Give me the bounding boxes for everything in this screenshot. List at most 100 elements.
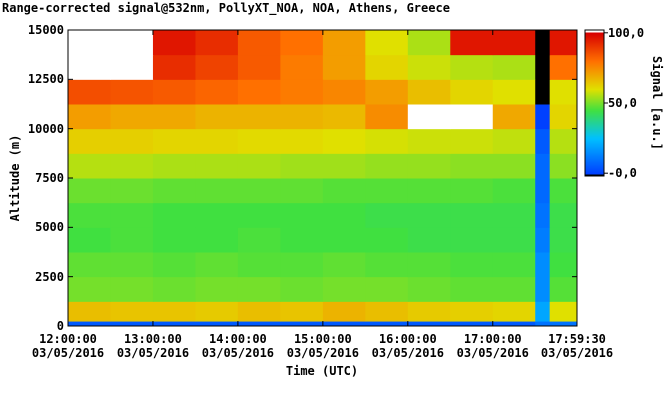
cell xyxy=(152,301,196,322)
cell xyxy=(237,54,281,80)
cell xyxy=(237,321,281,327)
cell xyxy=(110,128,154,154)
cell xyxy=(195,79,239,105)
cell xyxy=(535,276,551,302)
y-tick-label: 5000 xyxy=(35,220,64,235)
colorbar-swatch xyxy=(585,66,604,69)
x-tick-label: 14:00:00 03/05/2016 xyxy=(201,332,275,360)
x-tick-label: 12:00:00 03/05/2016 xyxy=(31,332,105,360)
colorbar-swatch xyxy=(585,158,604,161)
cell xyxy=(237,79,281,105)
colorbar-swatch xyxy=(585,162,604,165)
colorbar-swatch xyxy=(585,108,604,111)
cell xyxy=(535,252,551,278)
cell xyxy=(492,104,536,130)
cell xyxy=(280,153,324,179)
cell xyxy=(152,227,196,253)
cell xyxy=(68,30,111,56)
cell xyxy=(535,128,551,154)
cell xyxy=(549,128,578,154)
colorbar-swatch xyxy=(585,54,604,57)
cell xyxy=(68,321,111,327)
cell xyxy=(322,79,366,105)
cell xyxy=(195,153,239,179)
cell xyxy=(152,153,196,179)
colorbar-swatch xyxy=(585,126,604,129)
colorbar-swatch xyxy=(585,148,604,151)
cell xyxy=(549,301,578,322)
cell xyxy=(549,54,578,80)
cell xyxy=(237,276,281,302)
cell xyxy=(450,252,494,278)
colorbar-swatch xyxy=(585,56,604,59)
colorbar-swatch xyxy=(585,122,604,125)
colorbar-swatch xyxy=(585,136,604,139)
colorbar-swatch xyxy=(585,94,604,97)
colorbar-swatch xyxy=(585,168,604,171)
colorbar-swatch xyxy=(585,140,604,143)
colorbar-swatch xyxy=(585,100,604,103)
x-tick-label: 13:00:00 03/05/2016 xyxy=(116,332,190,360)
cell xyxy=(68,301,111,322)
cell xyxy=(535,301,551,322)
cell xyxy=(152,178,196,204)
cell xyxy=(492,276,536,302)
cell xyxy=(450,153,494,179)
colorbar-swatch xyxy=(585,92,604,95)
colorbar-swatch xyxy=(585,160,604,163)
cell xyxy=(110,227,154,253)
cell xyxy=(549,227,578,253)
cell xyxy=(280,227,324,253)
cell xyxy=(450,79,494,105)
cell xyxy=(407,321,451,327)
colorbar-swatch xyxy=(585,34,604,37)
colorbar-swatch xyxy=(585,50,604,53)
cell xyxy=(322,178,366,204)
cell xyxy=(322,54,366,80)
cell xyxy=(549,202,578,228)
cell xyxy=(280,178,324,204)
cell xyxy=(549,321,578,327)
cell xyxy=(407,202,451,228)
cell xyxy=(365,54,409,80)
colorbar-swatch xyxy=(585,40,604,43)
chart-title: Range-corrected signal@532nm, PollyXT_NO… xyxy=(2,1,450,15)
cell xyxy=(365,301,409,322)
colorbar-swatch xyxy=(585,48,604,51)
cell xyxy=(195,104,239,130)
cell xyxy=(407,104,451,130)
cell xyxy=(237,30,281,56)
cell xyxy=(280,104,324,130)
cell xyxy=(110,178,154,204)
cell xyxy=(68,153,111,179)
cell xyxy=(365,252,409,278)
cell xyxy=(195,252,239,278)
colorbar-swatch xyxy=(585,150,604,153)
cell xyxy=(237,252,281,278)
cell xyxy=(365,227,409,253)
cell xyxy=(237,301,281,322)
cell xyxy=(365,79,409,105)
y-tick-label: 7500 xyxy=(35,171,64,185)
cell xyxy=(549,30,578,56)
colorbar-swatch xyxy=(585,46,604,49)
cell xyxy=(535,153,551,179)
colorbar-swatch xyxy=(585,76,604,79)
cell xyxy=(322,202,366,228)
colorbar-swatch xyxy=(585,68,604,71)
cell xyxy=(280,321,324,327)
cell xyxy=(450,202,494,228)
cell xyxy=(365,202,409,228)
cell xyxy=(450,227,494,253)
cell xyxy=(492,321,536,327)
cell xyxy=(450,321,494,327)
cell xyxy=(68,54,111,80)
cell xyxy=(535,178,551,204)
cell xyxy=(492,252,536,278)
y-tick-label: 12500 xyxy=(27,72,64,87)
cell xyxy=(237,202,281,228)
cell xyxy=(407,54,451,80)
y-tick-label: 15000 xyxy=(27,23,64,37)
cell xyxy=(110,153,154,179)
